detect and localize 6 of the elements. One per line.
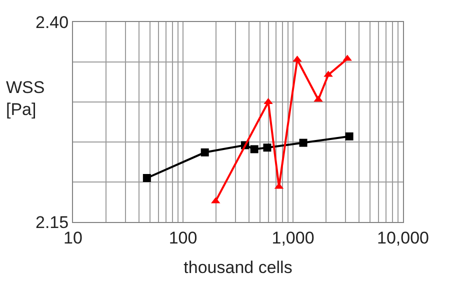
y-axis-title: WSS [Pa]	[6, 78, 45, 120]
x-tick-label: 1,000	[272, 228, 314, 248]
x-axis-title: thousand cells	[184, 258, 292, 277]
x-tick-label: 10,000	[377, 228, 429, 248]
y-tick-label: 2.40	[36, 12, 69, 32]
x-tick-label: 100	[168, 228, 198, 248]
